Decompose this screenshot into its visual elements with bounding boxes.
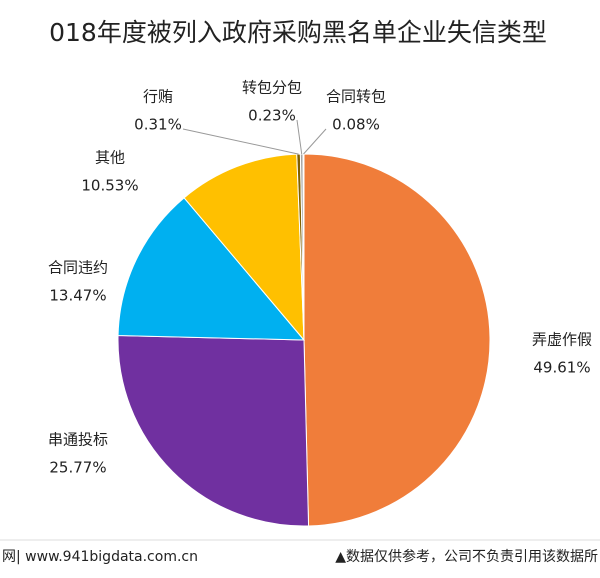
slice-label: 行贿: [143, 88, 173, 106]
slice-value-label: 0.08%: [332, 116, 380, 134]
leader-line: [182, 128, 299, 155]
slice-value-label: 0.23%: [248, 107, 296, 125]
slice-value-label: 0.31%: [134, 116, 182, 134]
slice-label: 其他: [95, 149, 125, 167]
footer-left: 网| www.941bigdata.com.cn: [2, 549, 198, 565]
pie: 弄虚作假 49.61% 串通投标 25.77% 合同违约 13.47% 其他 10.53% 行贿…: [48, 79, 592, 527]
slice-value-label: 10.53%: [81, 177, 138, 195]
slice-value-label: 13.47%: [49, 287, 106, 305]
leader-line: [296, 119, 303, 155]
chart-title: 018年度被列入政府采购黑名单企业失信类型: [49, 18, 547, 47]
leader-line: [303, 128, 327, 155]
slice-value-label: 49.61%: [533, 359, 590, 377]
footer-right: ▲数据仅供参考，公司不负责引用该数据所: [335, 548, 598, 565]
slice-label: 合同违约: [48, 259, 108, 277]
slice-label: 弄虚作假: [532, 331, 592, 349]
pie-slice: [117, 335, 310, 527]
slice-value-label: 25.77%: [49, 459, 106, 477]
slice-label: 转包分包: [242, 79, 302, 97]
pie-slice: [303, 153, 491, 527]
pie-slice: [183, 153, 305, 342]
pie-slice: [117, 197, 306, 341]
slice-label: 合同转包: [326, 88, 386, 106]
slice-label: 串通投标: [48, 431, 108, 449]
